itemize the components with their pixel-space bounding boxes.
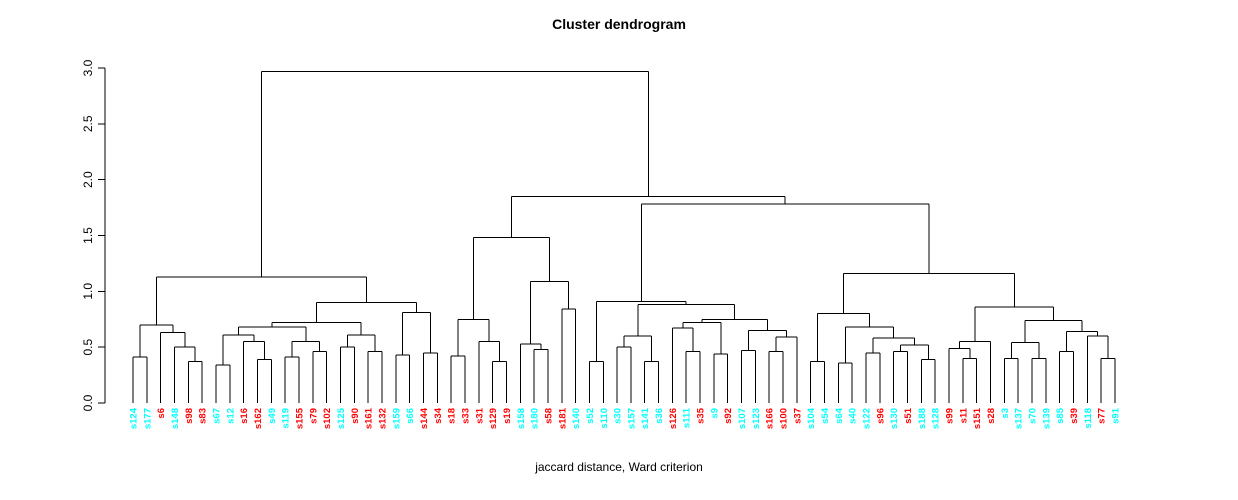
leaf-label: s180 (530, 408, 541, 429)
leaf-label: s158 (516, 408, 527, 429)
leaf-label: s96 (875, 408, 886, 424)
leaf-label: s6 (156, 408, 167, 419)
y-axis-tick-label: 1.0 (81, 283, 95, 300)
leaf-label: s33 (460, 408, 471, 424)
leaf-label: s83 (198, 408, 209, 424)
leaf-label: s52 (585, 408, 596, 424)
leaf-label: s54 (820, 407, 831, 424)
leaf-label: s37 (792, 408, 803, 424)
leaf-label: s39 (1069, 408, 1080, 424)
leaf-label: s125 (336, 407, 347, 429)
leaf-label: s126 (668, 408, 679, 429)
leaf-label: s111 (682, 407, 693, 428)
leaf-label: s157 (626, 408, 637, 429)
leaf-label: s119 (281, 408, 292, 429)
leaf-label: s122 (862, 408, 873, 429)
leaf-label: s64 (834, 407, 845, 424)
leaf-label: s3 (1000, 408, 1011, 419)
leaf-label: s107 (737, 408, 748, 429)
leaf-label: s12 (225, 408, 236, 424)
leaf-label: s99 (945, 408, 956, 424)
leaf-label: s30 (613, 408, 624, 424)
leaf-label: s19 (502, 408, 513, 424)
y-axis-tick-label: 3.0 (81, 59, 95, 76)
leaf-label: s144 (419, 407, 430, 429)
leaf-label: s166 (765, 408, 776, 429)
leaf-label: s70 (1028, 408, 1039, 424)
leaf-label: s181 (557, 407, 568, 429)
leaf-label: s177 (142, 408, 153, 429)
leaf-label: s123 (751, 408, 762, 429)
leaf-label: s58 (543, 408, 554, 424)
leaf-label: s31 (474, 407, 485, 424)
leaf-label: s118 (1083, 408, 1094, 429)
leaf-label: s104 (806, 407, 817, 429)
leaf-label: s28 (986, 408, 997, 424)
y-axis-tick-label: 0.0 (81, 394, 95, 411)
leaf-label: s155 (294, 407, 305, 429)
y-axis-tick-label: 2.0 (81, 171, 95, 188)
leaf-label: s49 (267, 408, 278, 424)
leaf-label: s140 (571, 408, 582, 429)
plot-title: Cluster dendrogram (552, 16, 686, 32)
leaf-label: s91 (1111, 407, 1122, 424)
leaf-label: s92 (723, 408, 734, 424)
leaf-label: s79 (308, 408, 319, 424)
leaf-label: s85 (1055, 407, 1066, 424)
leaf-label: s141 (640, 407, 651, 429)
leaf-label: s98 (184, 408, 195, 424)
leaf-label: s34 (433, 407, 444, 424)
leaf-label: s188 (917, 408, 928, 429)
y-axis-tick-label: 2.5 (81, 115, 95, 132)
leaf-label: s124 (129, 407, 140, 429)
leaf-label: s18 (447, 408, 458, 424)
leaf-label: s77 (1097, 408, 1108, 424)
leaf-label: s148 (170, 408, 181, 429)
leaf-label: s66 (405, 408, 416, 424)
leaf-label: s128 (931, 408, 942, 429)
plot-subtitle: jaccard distance, Ward criterion (535, 460, 703, 474)
leaf-label: s51 (903, 407, 914, 424)
leaf-label: s161 (364, 407, 375, 429)
leaf-label: s130 (889, 408, 900, 429)
leaf-label: s132 (377, 408, 388, 429)
leaf-label: s67 (211, 408, 222, 424)
y-axis-tick-label: 0.5 (81, 339, 95, 356)
leaf-label: s100 (779, 408, 790, 429)
leaf-label: s90 (350, 408, 361, 424)
leaf-label: s159 (391, 408, 402, 429)
leaf-label: s36 (654, 408, 665, 424)
leaf-label: s162 (253, 408, 264, 429)
leaf-label: s16 (239, 408, 250, 424)
leaf-label: s139 (1041, 408, 1052, 429)
leaf-label: s137 (1014, 408, 1025, 429)
leaf-label: s129 (488, 408, 499, 429)
leaf-label: s151 (972, 407, 983, 429)
leaf-label: s9 (709, 408, 720, 419)
y-axis-tick-label: 1.5 (81, 227, 95, 244)
leaf-label: s40 (848, 408, 859, 424)
leaf-label: s35 (696, 407, 707, 424)
leaf-label: s110 (599, 408, 610, 429)
leaf-label: s11 (958, 407, 969, 423)
leaf-label: s102 (322, 408, 333, 429)
